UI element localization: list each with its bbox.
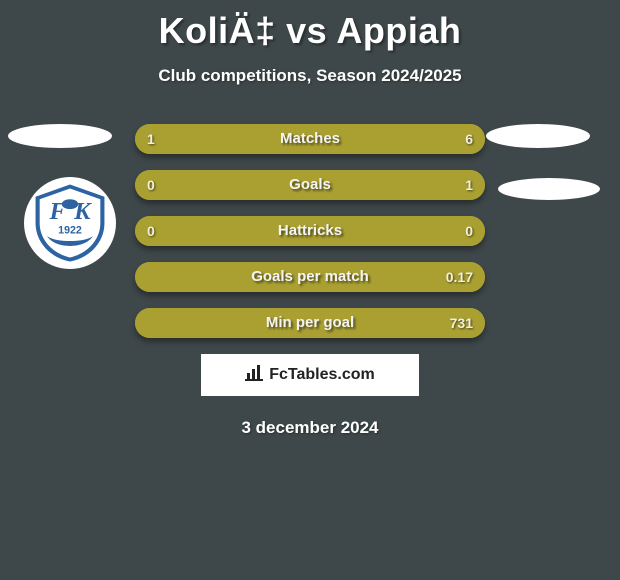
decorative-ellipse xyxy=(8,124,112,148)
stat-label: Min per goal xyxy=(135,308,485,338)
date-label: 3 december 2024 xyxy=(0,418,620,438)
stat-label: Matches xyxy=(135,124,485,154)
stat-row: 0.17Goals per match xyxy=(135,262,485,292)
logo-year: 1922 xyxy=(58,225,82,237)
bar-chart-icon xyxy=(245,365,263,386)
stat-label: Hattricks xyxy=(135,216,485,246)
branding-label: FcTables.com xyxy=(269,366,375,384)
page-title: KoliÄ‡ vs Appiah xyxy=(0,0,620,52)
stat-label: Goals per match xyxy=(135,262,485,292)
stat-row: 731Min per goal xyxy=(135,308,485,338)
stat-row: 00Hattricks xyxy=(135,216,485,246)
stat-label: Goals xyxy=(135,170,485,200)
stat-row: 16Matches xyxy=(135,124,485,154)
decorative-ellipse xyxy=(498,178,600,200)
decorative-ellipse xyxy=(486,124,590,148)
stat-row: 01Goals xyxy=(135,170,485,200)
club-logo: F K 1922 xyxy=(24,177,116,269)
subtitle: Club competitions, Season 2024/2025 xyxy=(0,66,620,86)
branding-box: FcTables.com xyxy=(201,354,419,396)
